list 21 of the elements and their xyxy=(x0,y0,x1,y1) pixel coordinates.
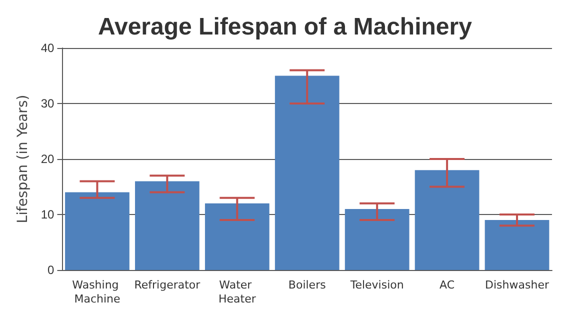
bar xyxy=(484,220,550,270)
y-tick-label: 20 xyxy=(40,152,55,166)
bar xyxy=(204,203,270,270)
y-tick-label: 0 xyxy=(48,263,55,277)
chart-title: Average Lifespan of a Machinery xyxy=(98,14,473,40)
bar xyxy=(274,76,340,270)
y-tick-label: 40 xyxy=(40,41,55,55)
y-tick-label: 10 xyxy=(40,208,55,222)
bar xyxy=(344,208,410,270)
y-tick-label: 30 xyxy=(40,96,55,110)
bar xyxy=(414,170,480,270)
bar xyxy=(65,192,130,270)
y-axis-title: Lifespan (in Years) xyxy=(15,94,31,224)
x-tick-label: Dishwasher xyxy=(485,278,550,292)
x-tick-label: Washing Machine xyxy=(72,278,122,306)
x-tick-label: AC xyxy=(440,278,455,292)
x-tick-label: Refrigerator xyxy=(134,278,201,292)
x-tick-label: Boilers xyxy=(288,278,326,292)
x-tick-label: Water Heater xyxy=(218,278,256,306)
x-tick-label: Television xyxy=(349,278,404,292)
bar xyxy=(135,181,200,270)
